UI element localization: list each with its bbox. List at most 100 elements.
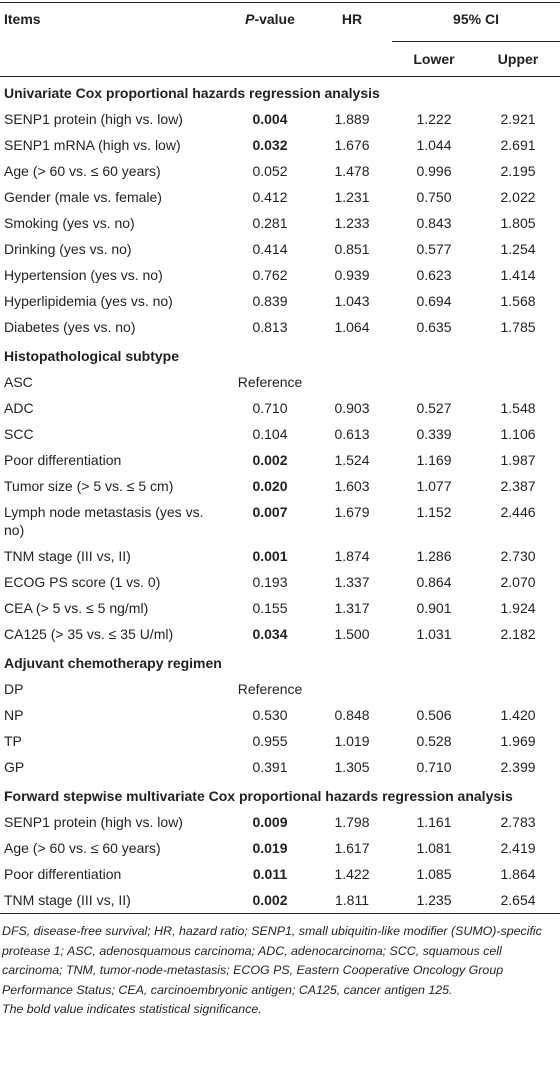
value-cell: 1.161	[416, 814, 452, 830]
value-cell: 2.654	[500, 892, 536, 908]
value-cell: Reference	[237, 681, 303, 697]
value-cell: 1.924	[500, 600, 536, 616]
item-cell: ADC	[4, 400, 34, 416]
value-cell: 0.001	[252, 548, 288, 564]
data-row: TP 0.955 1.019 0.528 1.969	[0, 728, 560, 754]
table: Items P-value HR 95% CI Lower Upper Univ…	[0, 2, 560, 914]
value-cell: 0.339	[416, 426, 452, 442]
item-cell: CEA (> 5 vs. ≤ 5 ng/ml)	[4, 600, 149, 616]
value-cell: 2.399	[500, 759, 536, 775]
section-title: Adjuvant chemotherapy regimen	[4, 655, 222, 671]
value-cell: 0.848	[334, 707, 370, 723]
value-cell: 0.843	[416, 215, 452, 231]
section-row: Histopathological subtype	[0, 340, 560, 369]
item-cell: Drinking (yes vs. no)	[4, 241, 132, 257]
value-cell: 1.286	[416, 548, 452, 564]
empty-cell	[392, 676, 476, 702]
value-cell: 0.034	[252, 626, 288, 642]
value-cell: 1.106	[500, 426, 536, 442]
value-cell: 1.077	[416, 478, 452, 494]
value-cell: 0.530	[252, 707, 288, 723]
value-cell: 0.996	[416, 163, 452, 179]
value-cell: 0.391	[252, 759, 288, 775]
value-cell: 0.052	[252, 163, 288, 179]
value-cell: 0.527	[416, 400, 452, 416]
value-cell: 2.783	[500, 814, 536, 830]
value-cell: 0.710	[252, 400, 288, 416]
value-cell: 0.577	[416, 241, 452, 257]
value-cell: 0.939	[334, 267, 370, 283]
value-cell: 1.085	[416, 866, 452, 882]
section-row: Forward stepwise multivariate Cox propor…	[0, 780, 560, 809]
value-cell: 2.921	[500, 111, 536, 127]
value-cell: 1.874	[334, 548, 370, 564]
value-cell: 0.155	[252, 600, 288, 616]
empty-cell	[392, 369, 476, 395]
table-header: Items P-value HR 95% CI Lower Upper	[0, 2, 560, 77]
value-cell: 1.019	[334, 733, 370, 749]
data-row: Poor differentiation 0.011 1.422 1.085 1.864	[0, 861, 560, 887]
header-text: P-value	[245, 11, 295, 27]
empty-cell	[312, 676, 392, 702]
data-row: Hyperlipidemia (yes vs. no) 0.839 1.043 0.6…	[0, 288, 560, 314]
value-cell: 1.500	[334, 626, 370, 642]
data-row: SENP1 protein (high vs. low) 0.009 1.798 1.…	[0, 809, 560, 835]
item-cell: Age (> 60 vs. ≤ 60 years)	[4, 840, 161, 856]
data-row: Age (> 60 vs. ≤ 60 years) 0.019 1.617 1.081…	[0, 835, 560, 861]
header-cell: P-value	[228, 3, 312, 77]
item-cell: Diabetes (yes vs. no)	[4, 319, 136, 335]
value-cell: 0.104	[252, 426, 288, 442]
value-cell: 0.506	[416, 707, 452, 723]
value-cell: 0.635	[416, 319, 452, 335]
item-cell: Poor differentiation	[4, 452, 122, 468]
value-cell: 0.762	[252, 267, 288, 283]
value-cell: 2.182	[500, 626, 536, 642]
empty-cell	[476, 369, 560, 395]
value-cell: 2.070	[500, 574, 536, 590]
value-cell: 1.305	[334, 759, 370, 775]
data-row: Hypertension (yes vs. no) 0.762 0.939 0.623…	[0, 262, 560, 288]
data-row: NP 0.530 0.848 0.506 1.420	[0, 702, 560, 728]
value-cell: 1.785	[500, 319, 536, 335]
value-cell: 1.233	[334, 215, 370, 231]
data-row: SCC 0.104 0.613 0.339 1.106	[0, 421, 560, 447]
value-cell: 1.603	[334, 478, 370, 494]
item-cell: Poor differentiation	[4, 866, 122, 882]
value-cell: Reference	[237, 374, 303, 390]
data-row: Gender (male vs. female) 0.412 1.231 0.750 2…	[0, 184, 560, 210]
data-row: Lymph node metastasis (yes vs. no) 0.007 1…	[0, 499, 560, 543]
data-row: CEA (> 5 vs. ≤ 5 ng/ml) 0.155 1.317 0.901 1.…	[0, 595, 560, 621]
item-cell: CA125 (> 35 vs. ≤ 35 U/ml)	[4, 626, 174, 642]
value-cell: 0.901	[416, 600, 452, 616]
data-row: ADC 0.710 0.903 0.527 1.548	[0, 395, 560, 421]
header-row: Items P-value HR 95% CI	[0, 2, 560, 42]
header-cell: Upper	[497, 51, 539, 67]
value-cell: 2.387	[500, 478, 536, 494]
value-cell: 0.528	[416, 733, 452, 749]
data-row: Age (> 60 vs. ≤ 60 years) 0.052 1.478 0.996…	[0, 158, 560, 184]
data-row: TNM stage (III vs, II) 0.002 1.811 1.235 2.6…	[0, 887, 560, 914]
data-row: TNM stage (III vs, II) 0.001 1.874 1.286 2.7…	[0, 543, 560, 569]
value-cell: 1.805	[500, 215, 536, 231]
value-cell: 0.002	[252, 452, 288, 468]
item-cell: DP	[4, 681, 24, 697]
value-cell: 1.317	[334, 600, 370, 616]
value-cell: 0.851	[334, 241, 370, 257]
value-cell: 1.524	[334, 452, 370, 468]
value-cell: 0.414	[252, 241, 288, 257]
header-cell: Lower	[413, 51, 455, 67]
value-cell: 1.811	[335, 892, 369, 908]
value-cell: 1.043	[334, 293, 370, 309]
value-cell: 0.032	[252, 137, 288, 153]
data-row: Smoking (yes vs. no) 0.281 1.233 0.843 1.805	[0, 210, 560, 236]
footnotes: DFS, disease-free survival; HR, hazard r…	[0, 914, 552, 1020]
data-row: Diabetes (yes vs. no) 0.813 1.064 0.635 1.78…	[0, 314, 560, 340]
item-cell: SENP1 protein (high vs. low)	[4, 814, 183, 830]
value-cell: 1.254	[500, 241, 536, 257]
value-cell: 1.222	[416, 111, 452, 127]
value-cell: 0.004	[252, 111, 288, 127]
value-cell: 0.002	[252, 892, 288, 908]
section-title: Univariate Cox proportional hazards regr…	[4, 85, 380, 101]
value-cell: 1.478	[334, 163, 370, 179]
item-cell: SENP1 mRNA (high vs. low)	[4, 137, 181, 153]
